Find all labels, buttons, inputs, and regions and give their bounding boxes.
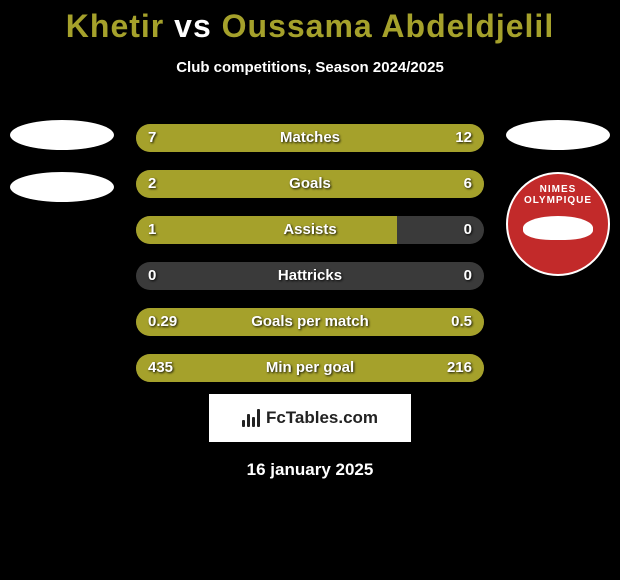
footer: FcTables.com 16 january 2025 xyxy=(0,394,620,480)
player1-name: Khetir xyxy=(66,8,164,44)
bar-chart-icon xyxy=(242,409,260,427)
player2-name: Oussama Abdeldjelil xyxy=(222,8,555,44)
stat-row: 0.290.5Goals per match xyxy=(136,308,484,336)
stat-label: Goals per match xyxy=(136,308,484,336)
player1-photo-placeholder xyxy=(10,120,114,150)
stat-row: 10Assists xyxy=(136,216,484,244)
stat-label: Hattricks xyxy=(136,262,484,290)
stat-row: 435216Min per goal xyxy=(136,354,484,382)
brand-box: FcTables.com xyxy=(209,394,411,442)
stat-label: Assists xyxy=(136,216,484,244)
stat-row: 00Hattricks xyxy=(136,262,484,290)
date-text: 16 january 2025 xyxy=(0,460,620,480)
stat-label: Goals xyxy=(136,170,484,198)
right-badges: NIMES OLYMPIQUE xyxy=(504,120,612,276)
vs-text: vs xyxy=(174,8,212,44)
left-badges xyxy=(8,120,116,224)
player2-club-logo: NIMES OLYMPIQUE xyxy=(506,172,610,276)
subtitle: Club competitions, Season 2024/2025 xyxy=(0,59,620,76)
stat-row: 26Goals xyxy=(136,170,484,198)
stat-label: Min per goal xyxy=(136,354,484,382)
club-logo-text: NIMES OLYMPIQUE xyxy=(508,184,608,206)
comparison-title: Khetir vs Oussama Abdeldjelil xyxy=(0,0,620,45)
brand-text: FcTables.com xyxy=(266,408,378,428)
stats-bars: 712Matches 26Goals 10Assists 00Hattricks 0.2… xyxy=(136,124,484,400)
player1-club-placeholder xyxy=(10,172,114,202)
player2-photo-placeholder xyxy=(506,120,610,150)
stat-row: 712Matches xyxy=(136,124,484,152)
crocodile-icon xyxy=(523,216,593,240)
stat-label: Matches xyxy=(136,124,484,152)
